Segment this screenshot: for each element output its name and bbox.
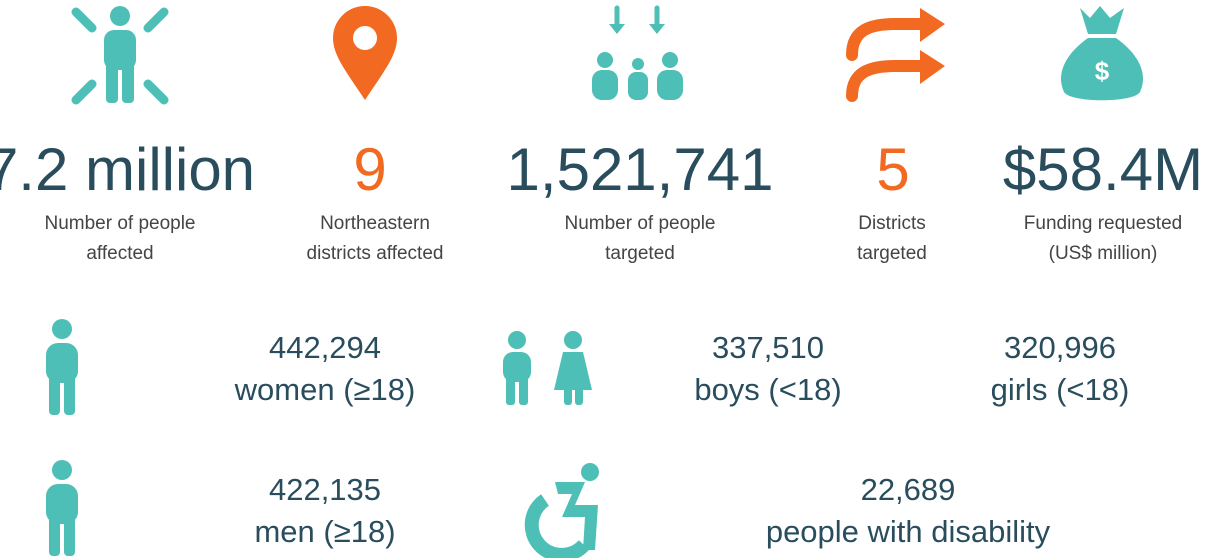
figure-label: Number of people [564,213,715,234]
figure-label: districts affected [307,243,444,264]
icon-location [333,6,397,100]
dollar-symbol: $ [1095,56,1110,86]
icon-money-bag: $ [1061,6,1143,101]
figure-label: Number of people [44,213,195,234]
breakdown-label: women (≥18) [234,372,416,407]
breakdown-label: girls (<18) [991,372,1130,407]
breakdown-label: people with disability [766,514,1051,549]
breakdown-label: boys (<18) [694,372,841,407]
figure-label: Funding requested [1024,213,1182,234]
figure-value: $58.4M [1003,136,1203,203]
breakdown-value: 442,294 [269,330,381,365]
icon-man [46,460,78,556]
breakdown-value: 320,996 [1004,330,1116,365]
icon-people-affected [71,6,169,105]
breakdown-value: 22,689 [861,472,956,507]
icon-arrows [846,8,945,102]
figure-label: Districts [858,213,926,234]
breakdown-label: men (≥18) [254,514,395,549]
figure-value: 1,521,741 [507,136,774,203]
breakdown-value: 337,510 [712,330,824,365]
figure-label: Northeastern [320,213,430,234]
figure-label: targeted [857,243,927,264]
icon-targeted [592,5,683,100]
figure-label: targeted [605,243,675,264]
figure-value: 7.2 million [0,136,255,203]
figure-value: 5 [876,136,909,203]
icon-boy-girl [503,331,592,405]
figure-value: 9 [353,136,386,203]
figure-label: affected [86,243,153,264]
figure-label: (US$ million) [1049,243,1158,264]
icon-woman [46,319,78,415]
breakdown-value: 422,135 [269,472,381,507]
icon-disability [524,463,599,558]
